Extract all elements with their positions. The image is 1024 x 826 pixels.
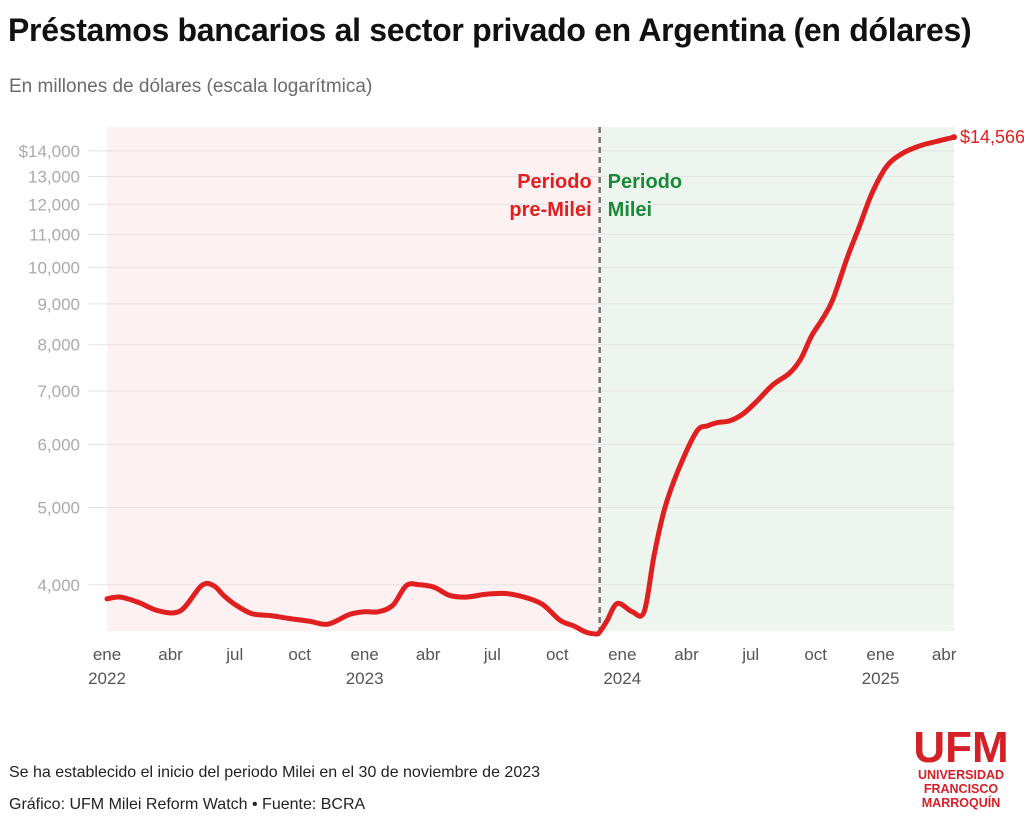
y-tick-label: 5,000	[37, 498, 80, 517]
milei-period-label: Periodo	[608, 171, 682, 193]
y-tick-label: 7,000	[37, 382, 80, 401]
y-tick-label: 10,000	[28, 258, 80, 277]
x-tick-label: ene	[350, 645, 378, 664]
chart-plot: 4,000 5,000 6,000 7,000 8,000 9,000 10,000 11,0…	[19, 127, 1024, 688]
x-tick-label: ene	[866, 645, 894, 664]
pre-milei-period-label: pre-Milei	[509, 199, 591, 221]
y-tick-label: 6,000	[37, 435, 80, 454]
y-tick-label: 9,000	[37, 295, 80, 314]
x-tick-year-label: 2023	[346, 669, 384, 688]
x-tick-label: ene	[93, 645, 121, 664]
pre-milei-period-label: Periodo	[517, 171, 591, 193]
y-tick-label: 11,000	[29, 225, 80, 244]
x-tick-label: jul	[741, 645, 759, 664]
chart-title: Préstamos bancarios al sector privado en…	[8, 12, 972, 48]
y-tick-label: 13,000	[28, 168, 80, 187]
y-tick-label: 12,000	[28, 195, 80, 214]
milei-period-label: Milei	[608, 199, 652, 221]
logo-line-3: MARROQUÍN	[921, 796, 1001, 810]
end-point-marker	[951, 134, 957, 141]
x-tick-label: oct	[288, 645, 311, 664]
x-tick-label: jul	[483, 645, 501, 664]
y-tick-label: 4,000	[37, 576, 80, 595]
loans-series-line	[104, 134, 957, 637]
x-tick-label: jul	[225, 645, 243, 664]
x-tick-year-label: 2024	[603, 669, 641, 688]
chart-subtitle: En millones de dólares (escala logarítmi…	[9, 76, 373, 97]
y-tick-label: $14,000	[19, 142, 80, 161]
logo-wordmark: UFM	[913, 723, 1009, 772]
x-tick-label: abr	[932, 645, 957, 664]
x-tick-label: abr	[158, 645, 183, 664]
x-tick-label: abr	[674, 645, 699, 664]
x-tick-label: abr	[416, 645, 441, 664]
pre-milei-period-area	[107, 127, 600, 631]
x-tick-label: oct	[804, 645, 827, 664]
source-credit: Gráfico: UFM Milei Reform Watch • Fuente…	[9, 796, 366, 813]
x-tick-label: oct	[546, 645, 569, 664]
x-tick-year-label: 2025	[862, 669, 900, 688]
y-tick-label: 8,000	[37, 336, 80, 355]
ufm-logo: UFM UNIVERSIDAD FRANCISCO MARROQUÍN	[908, 723, 1014, 811]
logo-line-2: FRANCISCO	[923, 782, 999, 796]
end-value-label: $14,566	[960, 127, 1024, 147]
x-tick-label: ene	[608, 645, 636, 664]
logo-line-1: UNIVERSIDAD	[917, 768, 1005, 782]
footnote: Se ha establecido el inicio del periodo …	[9, 764, 541, 781]
x-tick-year-label: 2022	[88, 669, 126, 688]
